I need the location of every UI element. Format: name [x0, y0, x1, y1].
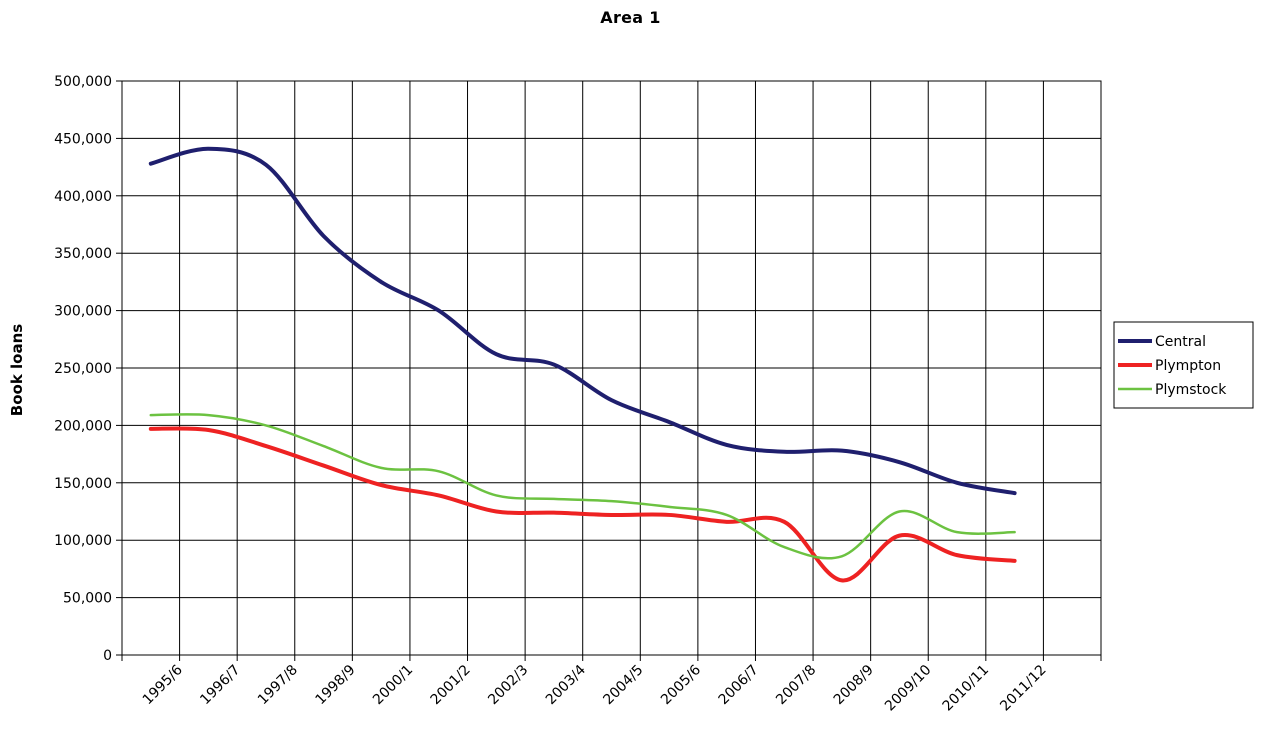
x-tick-label: 1996/7	[197, 662, 243, 708]
x-tick-label: 2008/9	[831, 662, 877, 708]
y-tick-label: 50,000	[63, 591, 112, 607]
x-tick-label: 2004/5	[600, 662, 646, 708]
y-tick-label: 400,000	[54, 189, 112, 205]
x-tick-label: 2005/6	[658, 662, 704, 708]
series-lines	[148, 146, 1017, 583]
x-tick-label: 2003/4	[543, 662, 589, 708]
y-tick-label: 200,000	[54, 418, 112, 434]
x-tick-label: 1995/6	[140, 662, 186, 708]
series-line-plympton	[148, 426, 1017, 583]
legend: Central Plympton Plymstock	[1113, 321, 1254, 409]
series-line-central	[148, 146, 1017, 496]
x-tick-label: 1998/9	[312, 662, 358, 708]
series-line-plymstock	[149, 413, 1016, 560]
legend-label-plymstock: Plymstock	[1155, 382, 1227, 398]
legend-label-central: Central	[1155, 334, 1206, 350]
y-tick-label: 0	[103, 648, 112, 664]
y-tick-label: 100,000	[54, 533, 112, 549]
y-tick-label: 150,000	[54, 476, 112, 492]
y-tick-label: 300,000	[54, 304, 112, 320]
chart-title: Area 1	[600, 8, 661, 27]
gridlines	[122, 81, 1101, 655]
y-tick-label: 350,000	[54, 246, 112, 262]
x-tick-label: 2007/8	[773, 662, 819, 708]
x-tick-label: 2000/1	[370, 662, 416, 708]
x-tick-label: 2006/7	[716, 662, 762, 708]
legend-label-plympton: Plympton	[1155, 358, 1221, 374]
y-tick-label: 250,000	[54, 361, 112, 377]
x-tick-label: 2002/3	[485, 662, 531, 708]
x-tick-label: 1997/8	[255, 662, 301, 708]
y-tick-label: 450,000	[54, 131, 112, 147]
x-axis-ticks: 1995/6 1996/7 1997/8 1998/9 2000/1 2001/2 2002…	[121, 655, 1102, 714]
y-tick-label: 500,000	[54, 74, 112, 90]
y-axis-ticks: 0 50,000 100,000 150,000 200,000 250,000 300,0…	[54, 74, 122, 664]
x-tick-label: 2010/11	[940, 662, 992, 714]
x-tick-label: 2009/10	[882, 662, 934, 714]
x-tick-label: 2011/12	[997, 662, 1049, 714]
x-tick-label: 2001/2	[428, 662, 474, 708]
y-axis-label: Book loans	[8, 324, 26, 416]
